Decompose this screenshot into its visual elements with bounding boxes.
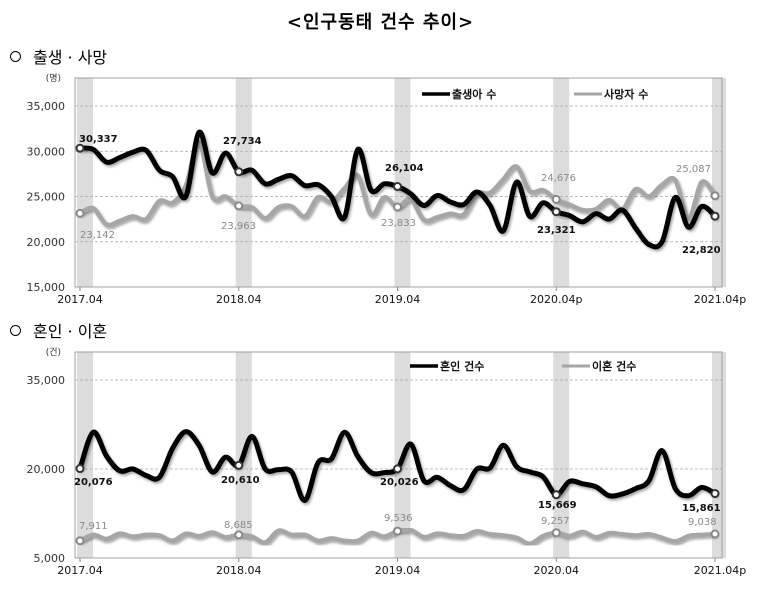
legend-label: 이혼 건수: [592, 359, 636, 373]
data-label: 26,104: [385, 163, 424, 174]
x-tick-label: 2020.04: [534, 564, 580, 577]
data-label: 20,610: [221, 475, 260, 486]
highlight-band: [553, 352, 570, 558]
legend-label: 혼인 건수: [440, 359, 484, 373]
x-tick-label: 2020.04p: [530, 293, 582, 306]
data-marker: [75, 208, 85, 218]
x-tick-label: 2021.04p: [694, 293, 746, 306]
data-marker: [75, 536, 85, 546]
data-label: 30,337: [79, 134, 118, 145]
data-marker: [393, 182, 402, 192]
series-line-primary: [75, 429, 720, 503]
data-label: 9,038: [688, 517, 717, 528]
series-line-secondary: [75, 139, 720, 228]
page-title: <인구동태 건수 추이>: [286, 12, 475, 33]
data-marker: [234, 201, 244, 211]
data-marker: [75, 143, 85, 153]
section-label: 혼인 · 이혼: [33, 322, 108, 341]
x-tick-label: 2021.04p: [694, 564, 746, 577]
data-marker: [393, 202, 402, 212]
highlight-band: [77, 78, 93, 287]
section-heading-marriage-divorce: 혼인 · 이혼: [10, 318, 107, 342]
highlight-band: [235, 78, 252, 287]
x-tick-label: 2017.04: [57, 564, 103, 577]
data-label: 23,142: [80, 230, 115, 241]
legend-label: 사망자 수: [604, 87, 648, 101]
data-label: 9,257: [541, 516, 570, 527]
section-label: 출생 · 사망: [33, 48, 108, 67]
y-tick-label: 15,000: [27, 281, 66, 294]
data-marker: [234, 460, 244, 470]
data-label: 7,911: [79, 521, 108, 532]
data-marker: [234, 167, 244, 177]
data-label: 23,321: [537, 225, 576, 236]
plot-frame: [74, 77, 723, 288]
x-tick-label: 2018.04: [216, 293, 262, 306]
x-tick-label: 2019.04: [375, 564, 421, 577]
y-tick-label: 25,000: [27, 191, 66, 204]
y-tick-label: 20,000: [27, 463, 66, 476]
y-tick-label: 30,000: [27, 145, 66, 158]
data-label: 24,676: [541, 173, 576, 184]
series-line-primary: [75, 129, 720, 250]
data-marker: [710, 191, 720, 201]
y-tick-label: 35,000: [27, 374, 66, 387]
data-label: 23,833: [381, 218, 416, 229]
data-marker: [393, 526, 402, 536]
x-tick-label: 2019.04: [375, 293, 421, 306]
birth-death-chart: 15,000 20,000 25,000 30,000 35,000 (명) 2017.04…: [27, 73, 747, 306]
data-label: 27,734: [223, 136, 262, 147]
data-label: 25,087: [676, 164, 711, 175]
highlight-band: [394, 78, 411, 287]
data-label: 20,076: [74, 477, 113, 488]
data-marker: [234, 530, 244, 540]
data-label: 23,963: [221, 221, 256, 232]
data-marker: [551, 207, 561, 217]
data-marker: [710, 489, 720, 499]
legend-label: 출생아 수: [452, 87, 496, 101]
y-tick-label: 20,000: [27, 236, 66, 249]
data-label: 8,685: [224, 520, 253, 531]
data-label: 15,861: [682, 503, 721, 514]
data-label: 15,669: [538, 500, 577, 511]
y-tick-label: 35,000: [27, 100, 66, 113]
y-axis-unit: (건): [46, 347, 61, 358]
x-tick-label: 2018.04: [216, 564, 262, 577]
circle-bullet-icon: [10, 325, 21, 336]
highlight-band: [553, 78, 570, 287]
data-label: 22,820: [682, 245, 721, 256]
plot-frame: [74, 351, 723, 559]
data-label: 20,026: [380, 477, 419, 488]
series-line-secondary: [75, 526, 720, 547]
data-marker: [710, 211, 720, 221]
y-tick-label: 5,000: [34, 552, 66, 565]
data-marker: [75, 464, 85, 474]
data-marker: [551, 194, 561, 204]
circle-bullet-icon: [10, 51, 21, 62]
data-marker: [551, 528, 561, 538]
y-axis-unit: (명): [46, 73, 61, 84]
data-marker: [710, 529, 720, 539]
data-marker: [393, 464, 402, 474]
x-tick-label: 2017.04: [57, 293, 103, 306]
data-marker: [551, 490, 561, 500]
section-heading-birth-death: 출생 · 사망: [10, 44, 107, 68]
data-label: 9,536: [384, 513, 413, 524]
